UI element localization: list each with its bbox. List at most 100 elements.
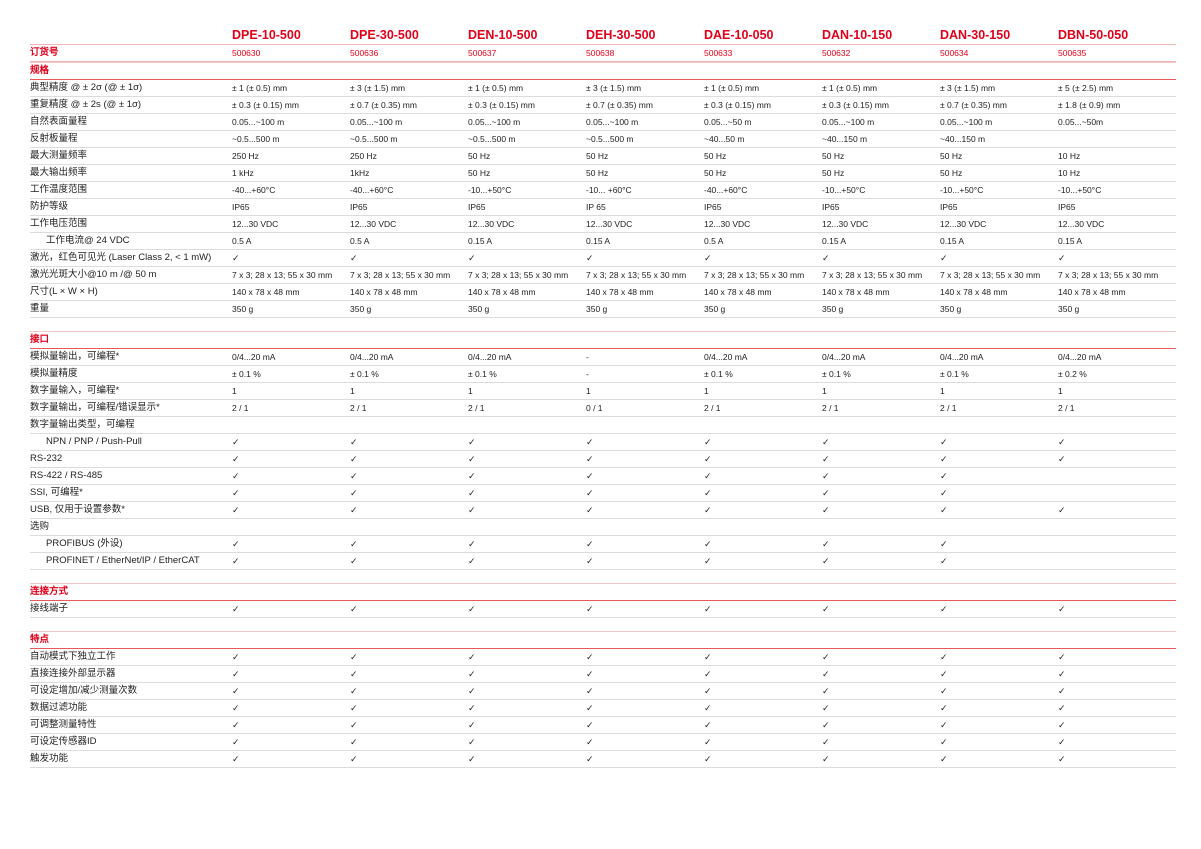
- cell-value: ~40...150 m: [822, 134, 868, 144]
- check-icon: ✓: [940, 754, 948, 764]
- cell-value: 0.05...~50m: [1058, 117, 1104, 127]
- cell-value: 50 Hz: [940, 151, 963, 161]
- cell-value: ± 0.1 %: [468, 369, 497, 379]
- model-header-row: DPE-10-500 DPE-30-500 DEN-10-500 DEH-30-500…: [30, 26, 1176, 45]
- check-icon: ✓: [350, 604, 358, 614]
- order-number: 500632: [822, 48, 851, 58]
- table-row: RS-232 ✓ ✓ ✓ ✓ ✓ ✓ ✓ ✓: [30, 451, 1176, 468]
- cell-value: 12...30 VDC: [468, 219, 515, 229]
- check-icon: ✓: [1058, 686, 1066, 696]
- cell-value: 0.05...~100 m: [468, 117, 521, 127]
- table-row: 选购: [30, 519, 1176, 536]
- check-icon: ✓: [232, 720, 240, 730]
- cell-value: 1: [704, 386, 709, 396]
- check-icon: ✓: [1058, 754, 1066, 764]
- cell-value: [1058, 553, 1176, 569]
- model-name: DPE-30-500: [350, 28, 419, 42]
- cell-value: 1 kHz: [232, 168, 254, 178]
- cell-value: ± 1 (± 0.5) mm: [704, 83, 760, 93]
- cell-value: 350 g: [468, 304, 490, 314]
- check-icon: ✓: [940, 488, 948, 498]
- cell-value: 7 x 3; 28 x 13; 55 x 30 mm: [940, 270, 1041, 280]
- cell-value: [822, 519, 940, 535]
- check-icon: ✓: [468, 720, 476, 730]
- table-row: USB, 仅用于设置参数* ✓ ✓ ✓ ✓ ✓ ✓ ✓ ✓: [30, 502, 1176, 519]
- table-row: 工作电流@ 24 VDC 0.5 A 0.5 A 0.15 A 0.15 A 0.5 A 0…: [30, 233, 1176, 250]
- check-icon: ✓: [350, 437, 358, 447]
- check-icon: ✓: [822, 652, 830, 662]
- cell-value: IP65: [232, 202, 250, 212]
- check-icon: ✓: [822, 437, 830, 447]
- check-icon: ✓: [822, 737, 830, 747]
- cell-value: 7 x 3; 28 x 13; 55 x 30 mm: [468, 270, 569, 280]
- check-icon: ✓: [586, 669, 594, 679]
- model-name: DPE-10-500: [232, 28, 301, 42]
- cell-value: 0/4...20 mA: [468, 352, 512, 362]
- table-row: 数字量输出，可编程/错误显示* 2 / 1 2 / 1 2 / 1 0 / 1 2 / 1…: [30, 400, 1176, 417]
- cell-value: ± 0.2 %: [1058, 369, 1087, 379]
- row-label: 可调整测量特性: [30, 719, 97, 730]
- cell-value: 140 x 78 x 48 mm: [468, 287, 536, 297]
- cell-value: [940, 519, 1058, 535]
- check-icon: ✓: [940, 471, 948, 481]
- check-icon: ✓: [350, 505, 358, 515]
- cell-value: [1058, 536, 1176, 552]
- row-label: 典型精度 @ ± 2σ (@ ± 1σ): [30, 82, 143, 93]
- section-title: 特点: [30, 634, 50, 645]
- check-icon: ✓: [232, 669, 240, 679]
- check-icon: ✓: [232, 604, 240, 614]
- cell-value: 1: [1058, 386, 1063, 396]
- check-icon: ✓: [1058, 652, 1066, 662]
- cell-value: -10...+50°C: [940, 185, 984, 195]
- cell-value: ~40...50 m: [704, 134, 745, 144]
- check-icon: ✓: [350, 454, 358, 464]
- cell-value: 0/4...20 mA: [350, 352, 394, 362]
- check-icon: ✓: [822, 754, 830, 764]
- check-icon: ✓: [232, 556, 240, 566]
- check-icon: ✓: [350, 669, 358, 679]
- row-label: 激光光斑大小@10 m /@ 50 m: [30, 269, 157, 280]
- section-title: 规格: [30, 65, 50, 76]
- order-number-row: 订货号 500630 500636 500637 500638 500633 500632 5…: [30, 45, 1176, 62]
- check-icon: ✓: [468, 488, 476, 498]
- cell-value: 50 Hz: [468, 151, 491, 161]
- cell-value: 0.05...~50 m: [704, 117, 752, 127]
- order-number: 500636: [350, 48, 379, 58]
- order-number: 500634: [940, 48, 969, 58]
- cell-value: -40...+60°C: [704, 185, 748, 195]
- cell-value: 12...30 VDC: [586, 219, 633, 229]
- row-label: 数字量输出，可编程/错误显示*: [30, 402, 160, 413]
- cell-value: 0/4...20 mA: [940, 352, 984, 362]
- cell-value: [1058, 485, 1176, 501]
- row-label: PROFINET / EtherNet/IP / EtherCAT: [46, 555, 200, 566]
- check-icon: ✓: [704, 669, 712, 679]
- cell-value: 0.05...~100 m: [940, 117, 993, 127]
- check-icon: ✓: [940, 253, 948, 263]
- row-label: 工作温度范围: [30, 184, 88, 195]
- section-header: 特点: [30, 631, 1176, 649]
- cell-value: -10...+50°C: [1058, 185, 1102, 195]
- cell-value: ± 0.3 (± 0.15) mm: [468, 100, 535, 110]
- cell-value: 0.15 A: [1058, 236, 1083, 246]
- row-label: 防护等级: [30, 201, 69, 212]
- table-row: 最大输出频率 1 kHz 1kHz 50 Hz 50 Hz 50 Hz 50 Hz 50 Hz…: [30, 165, 1176, 182]
- cell-value: 1: [232, 386, 237, 396]
- cell-value: [1058, 417, 1176, 433]
- section-title: 接口: [30, 334, 50, 345]
- cell-value: IP65: [1058, 202, 1076, 212]
- check-icon: ✓: [704, 556, 712, 566]
- check-icon: ✓: [1058, 703, 1066, 713]
- cell-value: 0.5 A: [350, 236, 370, 246]
- cell-value: 0/4...20 mA: [1058, 352, 1102, 362]
- table-row: 防护等级 IP65 IP65 IP65 IP 65 IP65 IP65 IP65 IP65: [30, 199, 1176, 216]
- cell-value: 350 g: [586, 304, 608, 314]
- check-icon: ✓: [704, 604, 712, 614]
- check-icon: ✓: [468, 754, 476, 764]
- cell-value: IP65: [940, 202, 958, 212]
- table-row: 自然表面量程 0.05...~100 m 0.05...~100 m 0.05...~…: [30, 114, 1176, 131]
- cell-value: -10... +60°C: [586, 185, 632, 195]
- check-icon: ✓: [232, 754, 240, 764]
- cell-value: 1: [822, 386, 827, 396]
- check-icon: ✓: [468, 604, 476, 614]
- check-icon: ✓: [1058, 437, 1066, 447]
